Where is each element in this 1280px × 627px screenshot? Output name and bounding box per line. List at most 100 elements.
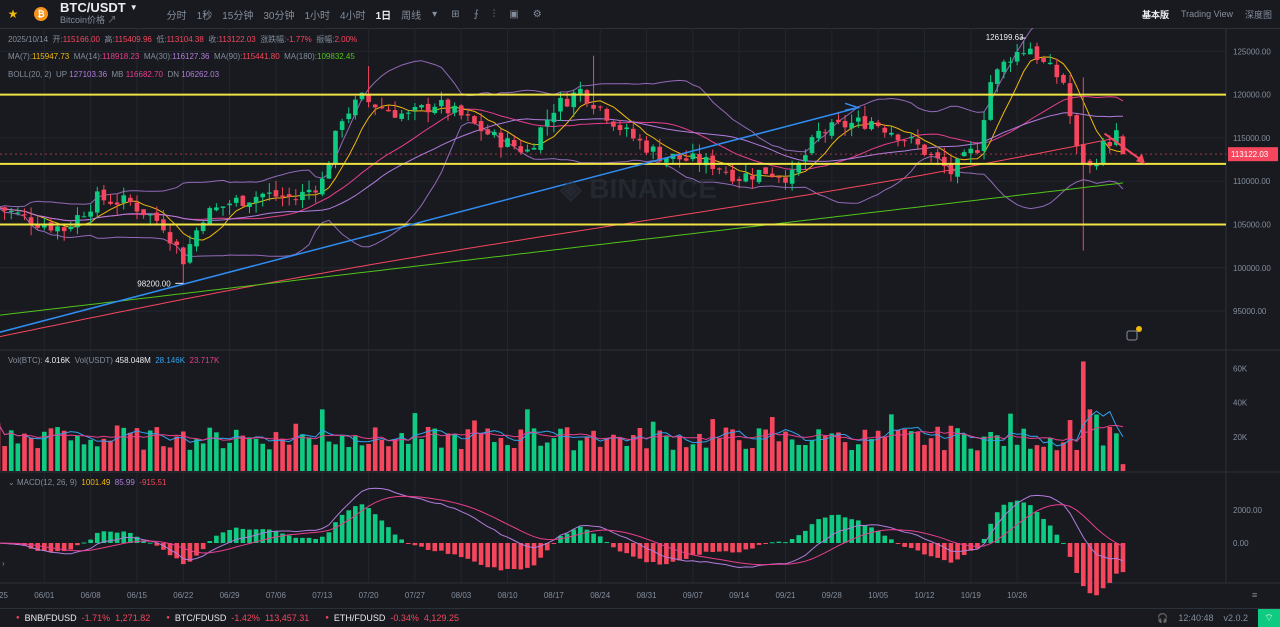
macd-histogram-bar — [1107, 543, 1112, 583]
indicators-icon[interactable]: ⨍ — [474, 9, 479, 20]
volume-bar — [386, 446, 391, 471]
volume-bar — [697, 434, 702, 471]
macd-histogram-bar — [406, 543, 411, 544]
candle-body — [340, 121, 345, 130]
settings-gear-icon[interactable]: ⚙ — [533, 9, 542, 20]
candle-body — [2, 207, 7, 210]
chart-style-icon[interactable]: ⫶ — [493, 9, 496, 20]
candle-body — [585, 90, 590, 104]
view-tab-0[interactable]: 基本版 — [1142, 8, 1169, 21]
volume-bar — [777, 441, 782, 471]
volume-bar — [1074, 450, 1079, 471]
macd-histogram-bar — [300, 538, 305, 543]
ticker-item[interactable]: ●BNB/FDUSD-1.71%1,271.82 — [16, 613, 150, 623]
notes-icon — [1127, 331, 1137, 340]
ohlc-date: 2025/10/14 — [8, 35, 48, 44]
macd-histogram-bar — [320, 537, 325, 543]
volume-bar — [902, 429, 907, 471]
candle-body — [293, 199, 298, 200]
volume-bar — [300, 434, 305, 471]
macd-histogram-bar — [512, 543, 517, 569]
macd-histogram-bar — [889, 539, 894, 543]
candle-body — [68, 227, 73, 229]
volume-bar — [962, 435, 967, 471]
interval-tab-4[interactable]: 1小时 — [299, 7, 335, 22]
pair-subtitle[interactable]: Bitcoin价格 — [60, 15, 105, 25]
ticker-item[interactable]: ●ETH/FDUSD-0.34%4,129.25 — [325, 613, 459, 623]
volume-bar — [896, 430, 901, 471]
amplitude-label: 振幅: — [316, 35, 334, 44]
candle-body — [307, 190, 312, 192]
macd-collapse-chevron-icon[interactable]: ⌄ — [8, 478, 15, 487]
candle-body — [1061, 75, 1066, 83]
volume-bar — [552, 438, 557, 471]
macd-histogram-bar — [631, 543, 636, 557]
candle-body — [439, 100, 444, 106]
macd-histogram-bar — [896, 543, 901, 544]
candle-body — [221, 206, 226, 207]
volume-bar — [803, 445, 808, 471]
boll-line: BOLL(20, 2) UP 127103.36 MB 116682.70 DN… — [8, 70, 219, 79]
screenshot-icon[interactable]: ▣ — [509, 9, 518, 20]
volume-bar — [115, 425, 120, 471]
interval-tab-2[interactable]: 15分钟 — [217, 7, 258, 22]
candle-body — [419, 105, 424, 107]
macd-histogram-bar — [241, 529, 246, 543]
date-tick-label: 07/06 — [266, 591, 287, 600]
external-link-icon[interactable]: ↗ — [108, 15, 117, 25]
caret-down-icon[interactable]: ▼ — [130, 3, 138, 12]
status-area: 🎧 12:40:48 v2.0.2 ⌔ — [1157, 609, 1280, 627]
macd-histogram-bar — [221, 532, 226, 543]
volume-bar — [1068, 420, 1073, 471]
volume-bar — [691, 444, 696, 471]
candle-body — [558, 98, 563, 112]
candle-body — [260, 194, 265, 198]
candle-body — [816, 131, 821, 138]
volume-bar — [62, 431, 67, 471]
interval-tab-6[interactable]: 1日 — [371, 7, 397, 22]
macd-histogram-bar — [413, 543, 418, 545]
candle-body — [638, 139, 643, 141]
favorite-star-icon[interactable]: ★ — [0, 7, 26, 21]
candle-body — [300, 192, 305, 200]
more-intervals-chevron-icon[interactable]: ▾ — [432, 9, 437, 20]
macd-histogram-bar — [1101, 543, 1106, 588]
view-tab-2[interactable]: 深度图 — [1245, 8, 1272, 21]
view-tab-1[interactable]: Trading View — [1181, 9, 1233, 19]
ticker-bar: ●BNB/FDUSD-1.71%1,271.82 ●BTC/FDUSD-1.42%… — [0, 608, 1280, 627]
interval-tab-3[interactable]: 30分钟 — [258, 7, 299, 22]
clock-time: 12:40:48 — [1178, 613, 1213, 623]
price-tick-label: 100000.00 — [1233, 264, 1271, 273]
candle-body — [313, 191, 318, 193]
interval-tab-0[interactable]: 分时 — [162, 7, 192, 22]
candle-body — [472, 116, 477, 123]
date-tick-label: 08/31 — [637, 591, 658, 600]
macd-histogram-bar — [750, 543, 755, 549]
volume-bar — [22, 434, 27, 471]
macd-histogram-bar — [644, 543, 649, 562]
interval-tab-1[interactable]: 1秒 — [192, 7, 218, 22]
interval-tab-5[interactable]: 4小时 — [335, 7, 371, 22]
volume-bar — [512, 448, 517, 471]
symbol-selector[interactable]: BTC/USDT▼ Bitcoin价格 ↗ — [60, 2, 138, 26]
ticker-item[interactable]: ●BTC/FDUSD-1.42%113,457.31 — [166, 613, 309, 623]
macd-histogram-bar — [75, 543, 80, 545]
candle-body — [141, 209, 146, 215]
candle-type-icon[interactable]: ⊞ — [451, 9, 459, 20]
macd-histogram-bar — [830, 515, 835, 543]
macd-histogram-bar — [128, 533, 133, 543]
macd-histogram-bar — [552, 543, 557, 544]
interval-tab-7[interactable]: 周线 — [396, 7, 426, 22]
macd-histogram-bar — [518, 543, 523, 569]
volume-bar — [843, 442, 848, 471]
ma30-value: 116127.36 — [172, 52, 209, 61]
ma90-label: MA(90): — [214, 52, 242, 61]
volume-bar — [188, 450, 193, 471]
ticker-change: -0.34% — [390, 613, 419, 623]
kline-chart[interactable]: 125000.00120000.00115000.00110000.001050… — [0, 28, 1280, 608]
candle-body — [750, 176, 755, 180]
date-tick-label: 09/07 — [683, 591, 704, 600]
headset-support-icon[interactable]: 🎧 — [1157, 613, 1168, 624]
